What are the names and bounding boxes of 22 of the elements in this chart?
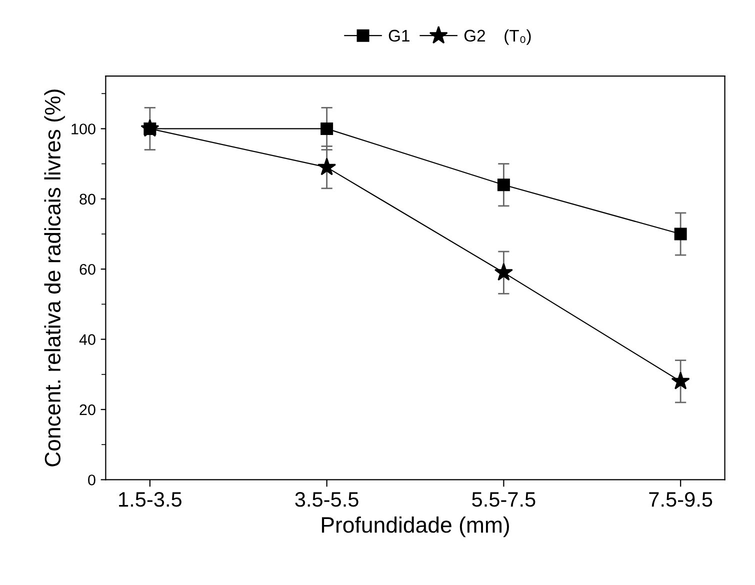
legend-title: (T₀) [504,29,531,45]
x-axis-title: Profundidade (mm) [322,516,509,538]
y-tick-label: 20 [80,404,96,416]
point [318,158,336,176]
legend-label: G2 [464,30,485,42]
point [494,262,513,281]
x-tick-label: 5.5-7.5 [472,492,536,507]
y-tick-label: 80 [80,194,96,205]
y-axis-title: Concent. relativa de radicais livres (%) [44,90,65,466]
y-tick-label: 0 [88,474,96,486]
x-tick-label: 1.5-3.5 [119,492,182,507]
point [140,118,160,137]
point [674,228,687,240]
point [671,372,690,390]
x-tick-label: 7.5-9.5 [649,492,712,507]
point [497,178,510,192]
y-tick-label: 100 [72,124,96,134]
x-tick-label: 3.5-5.5 [295,492,358,507]
legend-label: G1 [388,30,410,42]
point [320,122,334,135]
y-tick-label: 40 [79,334,96,345]
y-tick-label: 60 [80,264,96,275]
